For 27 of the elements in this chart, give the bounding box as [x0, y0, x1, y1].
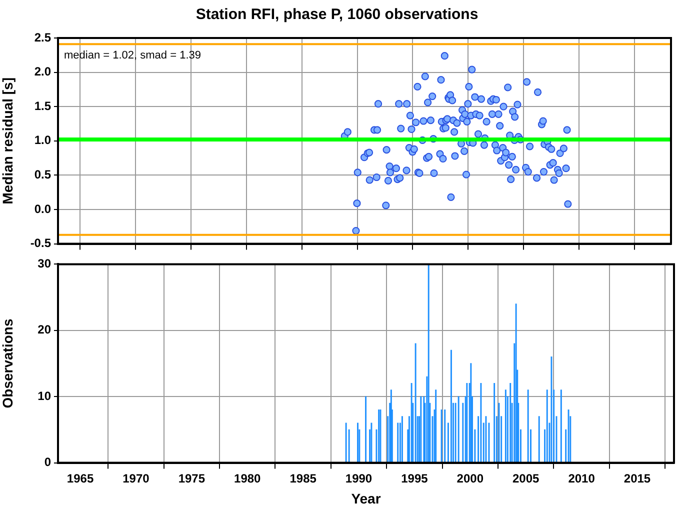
x-tick-label: 2010 — [568, 471, 596, 486]
y-tick-label: 20 — [38, 322, 52, 337]
x-tick-label: 1990 — [345, 471, 372, 486]
y-axis-title: Median residual [s] — [0, 77, 16, 204]
x-tick-label: 1980 — [234, 471, 262, 486]
y-tick-label: 10 — [38, 388, 52, 403]
y-tick-label: 1.0 — [34, 133, 52, 148]
x-tick-label: 1975 — [178, 471, 206, 486]
y-tick-label: 0 — [44, 455, 52, 470]
x-axis-title: Year — [351, 490, 382, 506]
y-tick-label: 2.5 — [34, 30, 52, 44]
y-tick-label: 1.5 — [34, 98, 52, 113]
x-tick-label: 1985 — [290, 471, 317, 486]
x-tick-label: 2015 — [624, 471, 651, 486]
y-tick-label: -0.5 — [30, 236, 52, 250]
x-tick-label: 1995 — [401, 471, 428, 486]
y-tick-label: 0.0 — [34, 202, 52, 216]
y-tick-label: 30 — [38, 256, 52, 271]
chart-title: Station RFI, phase P, 1060 observations — [196, 6, 478, 24]
x-tick-label: 1965 — [66, 471, 94, 486]
x-tick-label: 1970 — [122, 471, 150, 486]
annotation: median = 1.02, smad = 1.39 — [64, 50, 201, 62]
y-axis-title: Observations — [0, 318, 16, 408]
x-tick-label: 2005 — [512, 471, 540, 486]
y-tick-label: 0.5 — [34, 168, 52, 182]
y-tick-label: 2.0 — [34, 64, 52, 79]
x-tick-label: 2000 — [456, 471, 484, 486]
